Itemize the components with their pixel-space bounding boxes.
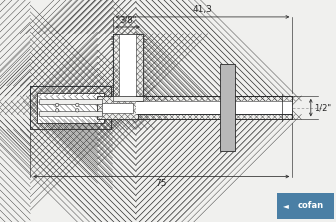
Circle shape [55,109,59,112]
Bar [113,34,143,96]
Bar [136,101,292,114]
Circle shape [55,103,59,107]
Text: cofan: cofan [298,201,324,210]
Bar [39,111,102,116]
Bar [136,114,292,119]
Bar [113,96,143,101]
Bar [119,34,136,96]
Bar [136,96,292,101]
Bar [136,114,292,119]
Bar [113,34,143,96]
Bar [136,96,292,101]
Bar [30,86,111,129]
Bar [97,96,138,119]
Bar [37,93,104,123]
Text: 3/8": 3/8" [119,15,136,24]
Bar [220,64,235,151]
Text: 75: 75 [156,179,167,188]
Bar [39,99,102,104]
Text: ◄: ◄ [283,201,289,210]
Bar [102,103,133,113]
Text: 41,3: 41,3 [193,5,212,14]
Bar [30,86,111,129]
Bar [277,193,334,218]
Text: 1/2": 1/2" [314,103,331,112]
Bar [97,96,138,119]
Circle shape [76,103,79,107]
Circle shape [76,109,79,112]
